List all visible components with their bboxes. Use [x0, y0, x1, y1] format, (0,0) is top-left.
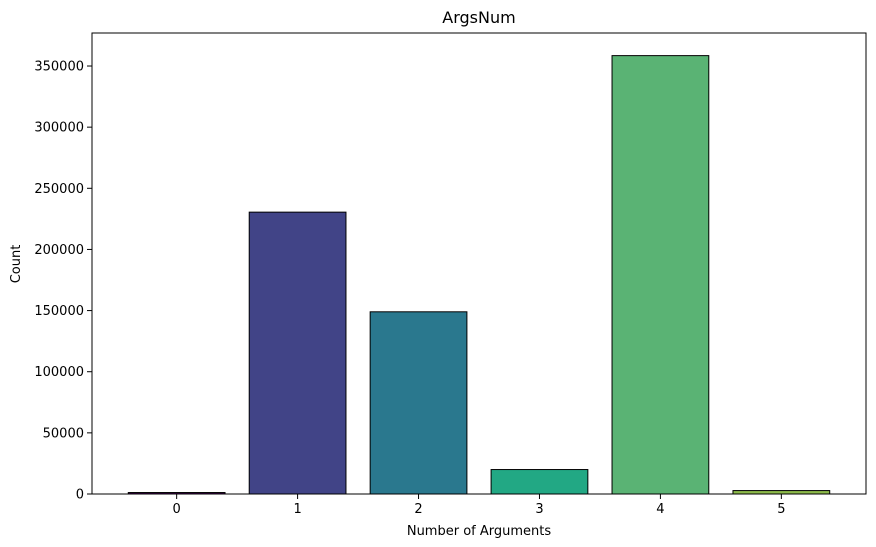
y-tick-label: 0	[76, 488, 84, 503]
y-tick-label: 100000	[34, 365, 84, 380]
y-tick-label: 200000	[34, 243, 84, 258]
y-tick-label: 50000	[43, 426, 84, 441]
plot-frame	[91, 32, 867, 495]
x-tick-label: 0	[173, 502, 181, 517]
y-tick-label: 350000	[34, 60, 84, 75]
bar-1	[248, 211, 347, 495]
y-tick-label: 150000	[34, 304, 84, 319]
x-tick-label: 3	[535, 502, 543, 517]
x-tick-label: 1	[293, 502, 301, 517]
bar-2	[369, 311, 468, 495]
y-tick-label: 250000	[34, 182, 84, 197]
x-tick-label: 5	[777, 502, 785, 517]
x-axis-ticks: 0 1 2 3 4 5	[173, 494, 785, 517]
x-axis-label: Number of Arguments	[407, 524, 552, 539]
y-axis-label: Count	[9, 245, 24, 284]
bar-5	[732, 490, 831, 495]
x-tick-label: 2	[414, 502, 422, 517]
bar-4	[611, 55, 710, 495]
x-tick-label: 4	[656, 502, 664, 517]
bars-group	[127, 55, 831, 495]
chart-title: ArgsNum	[442, 8, 515, 27]
bar-3	[490, 469, 589, 495]
y-axis-ticks: 0 50000 100000 150000 200000 250000 300000 3500…	[34, 60, 92, 503]
y-tick-label: 300000	[34, 121, 84, 136]
